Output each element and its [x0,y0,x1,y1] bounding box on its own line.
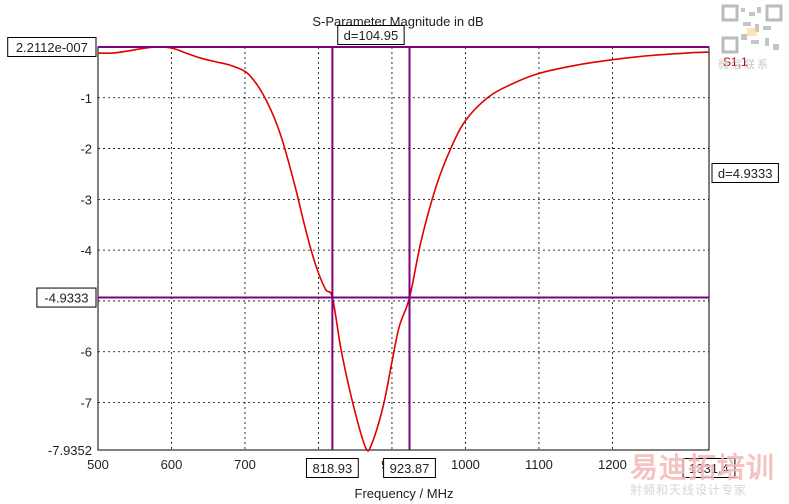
x-tick-label-6: 1100 [525,457,553,472]
watermark-brand: 易迪拓培训 [630,451,776,484]
qr-code-icon [721,4,783,54]
y-axis-ticks: -1-2-3-4-5-6-7-7.9352 [48,91,92,458]
plot-frame [97,46,710,451]
delta-y-label: d=4.9333 [718,166,773,181]
hline-value-label: -4.9333 [44,291,88,306]
vline-1-value-label: 818.93 [313,461,353,476]
hline-value-label-box [36,287,97,308]
watermark-wechat: 微信联系 [718,58,770,71]
y-tick-label-2: -3 [80,192,92,207]
y-max-label-box [7,37,97,57]
grid-lines [98,47,709,450]
x-tick-label-7: 1200 [598,457,627,472]
vline-2-value-label-box [383,458,436,478]
vline-1-value-label-box [305,458,359,478]
y-tick-label-3: -4 [80,243,92,258]
x-tick-label-5: 1000 [451,457,480,472]
x-max-label: 1331.4 [689,461,729,476]
x-max-label-box [682,458,736,478]
y-tick-label-0: -1 [80,91,92,106]
x-tick-label-1: 600 [161,457,183,472]
x-tick-label-0: 500 [87,457,109,472]
x-axis-label: Frequency / MHz [355,486,454,501]
watermark-tagline: 射频和天线设计专家 [630,483,748,497]
delta-x-label-box [337,25,405,45]
s11-curve [97,46,710,452]
delta-x-label: d=104.95 [344,28,399,43]
vline-2-value-label: 923.87 [390,461,430,476]
y-tick-label-1: -2 [80,142,92,157]
y-max-label: 2.2112e-007 [16,40,88,55]
y-min-label: -7.9352 [48,443,92,458]
legend-s11: S1,1 [723,55,748,69]
delta-y-label-box [711,163,779,183]
marker-labels: 2.2112e-007 -4.9333 818.93 923.87 1331.4 d=10… [7,25,779,478]
marker-lines[interactable] [98,46,709,450]
y-tick-label-6: -7 [80,396,92,411]
x-tick-label-2: 700 [234,457,256,472]
y-tick-label-5: -6 [80,345,92,360]
